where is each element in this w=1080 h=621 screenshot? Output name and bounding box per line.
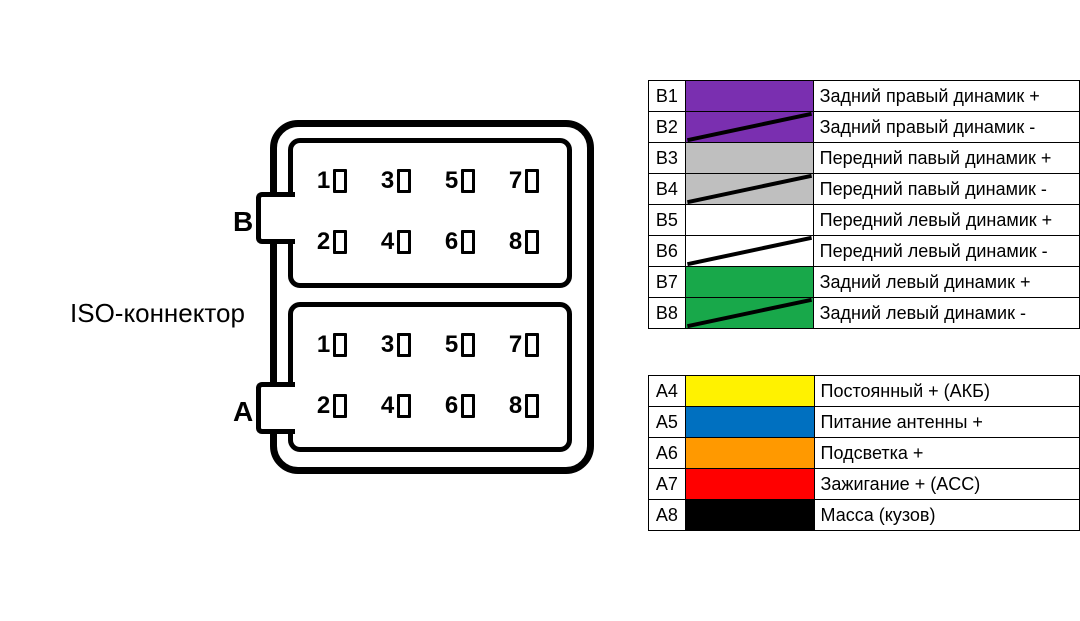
legend-row: B2 Задний правый динамик -: [649, 112, 1080, 143]
legend-table-a: A4Постоянный + (АКБ)A5Питание антенны +A…: [648, 375, 1080, 531]
legend-row: B6 Передний левый динамик -: [649, 236, 1080, 267]
pin-a-3: 3: [364, 314, 428, 375]
legend-color-swatch: [685, 143, 813, 174]
legend-pin-label: B2: [649, 112, 686, 143]
pin-slot-icon: [333, 394, 347, 418]
legend-description: Передний павый динамик -: [813, 174, 1079, 205]
legend-pin-label: B3: [649, 143, 686, 174]
pin-b-6: 6: [428, 211, 492, 272]
pin-grid-a: 1 3 5 7 2 4 6 8: [300, 314, 556, 436]
pin-slot-icon: [333, 333, 347, 357]
legend-description: Масса (кузов): [814, 500, 1079, 531]
stripe-icon: [687, 236, 812, 266]
legend-description: Передний левый динамик -: [813, 236, 1079, 267]
legend-description: Передний левый динамик +: [813, 205, 1079, 236]
legend-row: B7 Задний левый динамик +: [649, 267, 1080, 298]
legend-description: Задний левый динамик +: [813, 267, 1079, 298]
legend-description: Питание антенны +: [814, 407, 1079, 438]
pin-a-2: 2: [300, 375, 364, 436]
section-label-b: B: [233, 206, 253, 238]
legend-color-swatch: [685, 469, 814, 500]
connector-notch-a: [256, 382, 295, 434]
page-root: ISO-коннектор B A 1 3 5 7 2 4 6 8 1 3 5 …: [0, 0, 1080, 621]
legend-row: B4 Передний павый динамик -: [649, 174, 1080, 205]
pin-slot-icon: [333, 230, 347, 254]
pin-slot-icon: [525, 333, 539, 357]
pin-slot-icon: [397, 169, 411, 193]
legend-color-swatch: [685, 174, 813, 205]
pin-a-7: 7: [492, 314, 556, 375]
legend-pin-label: B7: [649, 267, 686, 298]
legend-row: B1 Задний правый динамик +: [649, 81, 1080, 112]
stripe-icon: [687, 298, 812, 328]
legend-row: A8 Масса (кузов): [649, 500, 1080, 531]
legend-description: Постоянный + (АКБ): [814, 376, 1079, 407]
legend-color-swatch: [685, 112, 813, 143]
legend-row: A4 Постоянный + (АКБ): [649, 376, 1080, 407]
pin-slot-icon: [397, 230, 411, 254]
pin-slot-icon: [525, 169, 539, 193]
legend-row: B3 Передний павый динамик +: [649, 143, 1080, 174]
pin-b-5: 5: [428, 150, 492, 211]
pin-b-1: 1: [300, 150, 364, 211]
connector-diagram: ISO-коннектор B A 1 3 5 7 2 4 6 8 1 3 5 …: [100, 120, 600, 480]
pin-slot-icon: [397, 333, 411, 357]
legend-pin-label: B5: [649, 205, 686, 236]
pin-a-8: 8: [492, 375, 556, 436]
legend-pin-label: A5: [649, 407, 686, 438]
stripe-icon: [687, 174, 812, 204]
legend-color-swatch: [685, 81, 813, 112]
legend-table-b: B1 Задний правый динамик + B2 Задний правый…: [648, 80, 1080, 329]
legend-color-swatch: [685, 407, 814, 438]
legend-color-swatch: [685, 205, 813, 236]
pin-b-7: 7: [492, 150, 556, 211]
pin-slot-icon: [333, 169, 347, 193]
pin-slot-icon: [461, 333, 475, 357]
legend-color-swatch: [685, 298, 813, 329]
legend-row: B5 Передний левый динамик +: [649, 205, 1080, 236]
legend-pin-label: A7: [649, 469, 686, 500]
legend-pin-label: A4: [649, 376, 686, 407]
stripe-icon: [687, 112, 812, 142]
legend-pin-label: B6: [649, 236, 686, 267]
diagram-title: ISO-коннектор: [70, 298, 245, 329]
pin-b-2: 2: [300, 211, 364, 272]
legend-row: B8 Задний левый динамик -: [649, 298, 1080, 329]
legend-pin-label: A8: [649, 500, 686, 531]
legend-color-swatch: [685, 500, 814, 531]
pin-slot-icon: [461, 169, 475, 193]
legend-row: A5 Питание антенны +: [649, 407, 1080, 438]
legend-description: Задний левый динамик -: [813, 298, 1079, 329]
legend-color-swatch: [685, 438, 814, 469]
pin-a-4: 4: [364, 375, 428, 436]
legend-description: Зажигание + (ACC): [814, 469, 1079, 500]
pin-slot-icon: [525, 394, 539, 418]
legend-description: Передний павый динамик +: [813, 143, 1079, 174]
legend-color-swatch: [685, 236, 813, 267]
connector-notch-b: [256, 192, 295, 244]
legend-description: Подсветка +: [814, 438, 1079, 469]
pin-slot-icon: [461, 230, 475, 254]
legend-pin-label: B1: [649, 81, 686, 112]
legend-color-swatch: [685, 267, 813, 298]
pin-a-5: 5: [428, 314, 492, 375]
legend-description: Задний правый динамик +: [813, 81, 1079, 112]
pin-slot-icon: [461, 394, 475, 418]
legend-pin-label: B8: [649, 298, 686, 329]
legend-row: A6 Подсветка +: [649, 438, 1080, 469]
pin-b-4: 4: [364, 211, 428, 272]
pin-slot-icon: [397, 394, 411, 418]
pin-a-6: 6: [428, 375, 492, 436]
section-label-a: A: [233, 396, 253, 428]
legend-description: Задний правый динамик -: [813, 112, 1079, 143]
pin-b-8: 8: [492, 211, 556, 272]
pin-grid-b: 1 3 5 7 2 4 6 8: [300, 150, 556, 272]
pin-b-3: 3: [364, 150, 428, 211]
pin-slot-icon: [525, 230, 539, 254]
legend-pin-label: A6: [649, 438, 686, 469]
legend-pin-label: B4: [649, 174, 686, 205]
pin-a-1: 1: [300, 314, 364, 375]
legend-row: A7 Зажигание + (ACC): [649, 469, 1080, 500]
legend-color-swatch: [685, 376, 814, 407]
